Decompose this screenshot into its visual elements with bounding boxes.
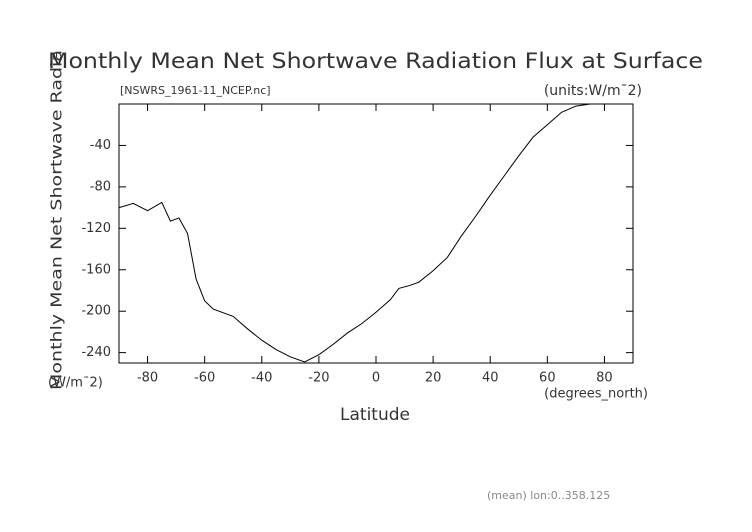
x-tick-label: 80	[596, 371, 613, 386]
data-line	[118, 103, 633, 363]
y-units: (W/m¯2)	[48, 376, 103, 391]
y-tick-label: -40	[90, 138, 111, 153]
x-units: (degrees_north)	[544, 387, 648, 402]
subtitle: [NSWRS_1961-11_NCEP.nc]	[120, 84, 271, 97]
x-tick-label: -60	[194, 371, 215, 386]
units-label: (units:W/m¯2)	[544, 83, 642, 99]
y-tick-label: -200	[81, 304, 111, 319]
x-tick-label: -80	[137, 371, 158, 386]
chart-title: Monthly Mean Net Shortwave Radiation Flu…	[48, 49, 703, 73]
y-tick-label: -160	[81, 262, 111, 277]
x-tick-label: -20	[308, 371, 329, 386]
x-tick-label: -40	[251, 371, 272, 386]
x-tick-label: 60	[539, 371, 556, 386]
y-tick-label: -120	[81, 221, 111, 236]
y-axis-label: Monthly Mean Net Shortwave Radia	[48, 50, 66, 390]
y-tick-label: -80	[90, 179, 111, 194]
y-tick-label: -240	[81, 345, 111, 360]
x-tick-label: 20	[425, 371, 442, 386]
x-tick-label: 0	[372, 371, 380, 386]
x-tick-label: 40	[482, 371, 499, 386]
footer: (mean) lon:0..358.125	[487, 489, 610, 502]
x-axis-label: Latitude	[340, 405, 410, 425]
